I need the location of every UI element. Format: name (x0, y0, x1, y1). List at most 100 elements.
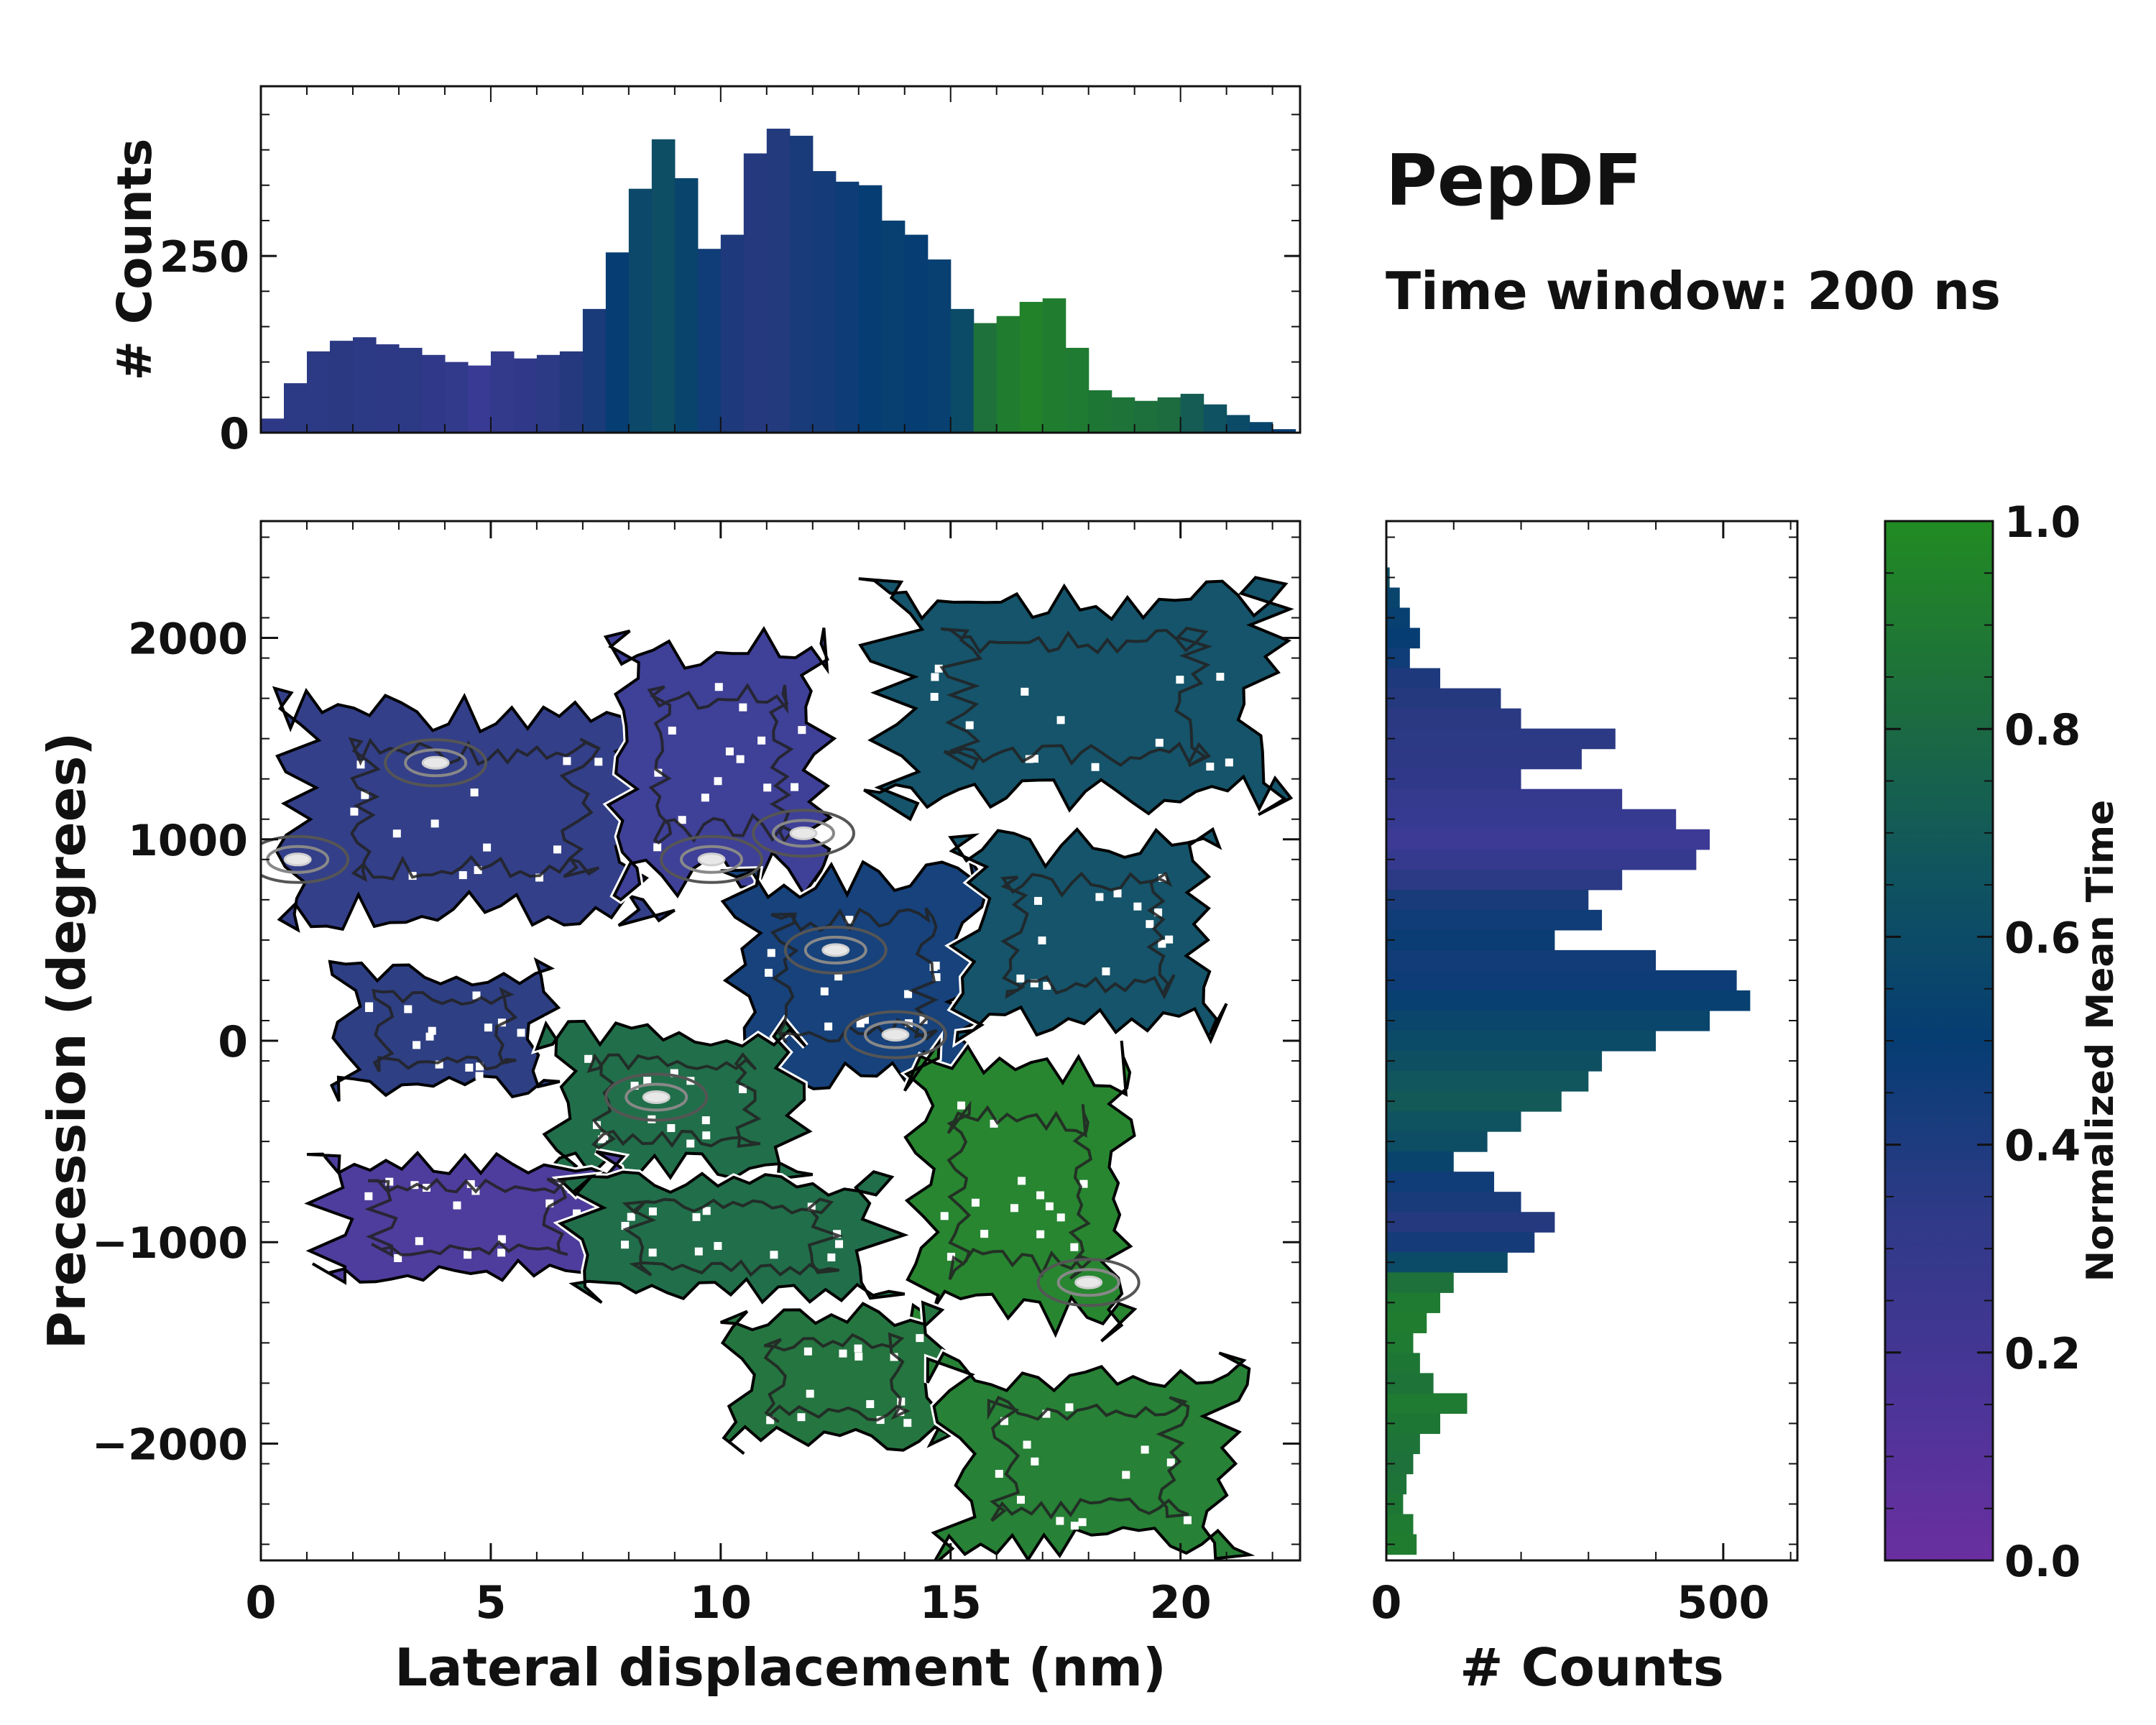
top-hist-bar (743, 153, 768, 433)
right-hist-bar (1386, 1272, 1454, 1293)
density-gap-pixel (630, 1082, 639, 1090)
density-gap-pixel (1141, 1445, 1149, 1454)
main-ytick-label: 1000 (128, 816, 248, 866)
density-contour (939, 626, 1213, 770)
colorbar-tick-label: 0.8 (2004, 705, 2081, 755)
right-hist-bar (1386, 949, 1657, 971)
density-gap-pixel (903, 1419, 912, 1427)
density-region (556, 1169, 909, 1305)
density-gap-pixel (472, 991, 481, 1000)
top-hist-bar (261, 418, 285, 433)
right-histogram-frame (1385, 520, 1799, 1562)
top-hist-bar (766, 129, 791, 433)
density-gap-pixel (971, 1198, 980, 1207)
main-xtick-label: 10 (690, 1576, 752, 1629)
density-gap-pixel (845, 916, 854, 924)
density-gap-pixel (1043, 982, 1051, 990)
density-gap-pixel (643, 1077, 652, 1085)
density-gap-pixel (464, 1251, 472, 1259)
colorbar-tick-label: 0.0 (2004, 1537, 2081, 1587)
density-gap-pixel (1000, 1417, 1008, 1425)
top-hist-bar (904, 234, 929, 433)
density-gap-pixel (1158, 939, 1166, 948)
density-gap-pixel (627, 1213, 635, 1221)
top-hist-bar (536, 354, 561, 433)
main-ytick-label: 0 (218, 1017, 248, 1067)
right-histogram: 0 500 # Counts (1370, 520, 1799, 1698)
density-contour (348, 737, 602, 883)
density-gap-pixel (725, 747, 734, 755)
top-hist-bar (927, 259, 952, 433)
colorbar-label: Normalized Mean Time (2079, 800, 2122, 1282)
right-hist-bar (1386, 788, 1623, 810)
density-gap-pixel (930, 692, 939, 701)
density-contour (987, 1395, 1190, 1522)
density-gap-pixel (1036, 1191, 1045, 1200)
right-hist-bar (1386, 1192, 1521, 1213)
top-hist-bar (1272, 429, 1296, 433)
top-hist-bar (1111, 397, 1135, 433)
right-hist-bar (1386, 1071, 1589, 1092)
density-gap-pixel (563, 757, 571, 765)
right-hist-bar (1386, 688, 1501, 709)
density-gap-pixel (904, 990, 913, 998)
main-plot-ticks: 0 5 10 15 20 −2000 −1000 0 1000 2000 (92, 521, 1300, 1629)
density-gap-pixel (856, 1019, 865, 1028)
peak-contour-outer (843, 1010, 947, 1059)
right-histogram-ticks: 0 500 (1370, 521, 1797, 1629)
density-gap-pixel (394, 1254, 402, 1262)
density-gap-pixel (668, 726, 676, 735)
density-gap-pixel (798, 726, 806, 735)
density-gap-pixel (1154, 908, 1163, 916)
density-gap-pixel (1102, 967, 1110, 975)
density-gap-pixel (545, 1199, 554, 1208)
density-gap-pixel (435, 1060, 443, 1069)
main-xtick-label: 0 (245, 1576, 276, 1629)
top-hist-bar (1157, 397, 1181, 433)
colorbar-bar (1884, 520, 1994, 1562)
density-gap-pixel (553, 845, 561, 854)
right-hist-bar (1386, 1413, 1441, 1435)
right-hist-bar (1386, 728, 1616, 750)
right-hist-bar (1386, 748, 1582, 770)
peak-contour-mid (625, 1082, 688, 1112)
density-gap-pixel (1216, 673, 1225, 681)
density-gap-pixel (1166, 1458, 1175, 1467)
right-histogram-xlabel: # Counts (1460, 1637, 1724, 1698)
right-hist-bar (1386, 1131, 1488, 1152)
top-ytick-label: 250 (160, 232, 249, 282)
density-gap-pixel (621, 1241, 630, 1249)
peak-contour-core (421, 755, 450, 770)
peak-contour-core (283, 852, 312, 867)
density-gap-pixel (965, 721, 974, 730)
right-hist-bar (1386, 1252, 1508, 1273)
right-xtick-label: 0 (1370, 1576, 1401, 1629)
density-gap-pixel (1091, 763, 1100, 771)
peak-contour-core (697, 852, 726, 867)
density-gap-pixel (453, 1201, 461, 1210)
density-contour (372, 987, 518, 1072)
density-region (328, 957, 561, 1102)
density-gap-pixel (621, 1222, 630, 1230)
density-gap-pixel (946, 1253, 955, 1261)
right-hist-bar (1386, 829, 1710, 850)
density-gap-pixel (497, 1248, 506, 1257)
density-gap-pixel (483, 843, 492, 852)
density-gap-pixel (702, 1131, 711, 1140)
density-gap-pixel (890, 1353, 898, 1361)
density-gap-pixel (1155, 738, 1164, 747)
top-hist-bar (306, 351, 331, 433)
density-gap-pixel (1021, 687, 1029, 696)
colorbar-tick-label: 0.4 (2004, 1121, 2081, 1172)
density-contour (364, 1177, 568, 1258)
density-gap-pixel (940, 1212, 949, 1220)
density-gap-pixel (476, 1062, 484, 1071)
density-contour (622, 1197, 844, 1277)
density-gap-pixel (995, 1470, 1003, 1478)
density-gap-pixel (1033, 896, 1042, 905)
density-gap-pixel (484, 1024, 492, 1032)
density-gap-pixel (766, 1416, 775, 1425)
density-gap-pixel (1031, 1457, 1039, 1466)
top-hist-bar (283, 383, 308, 433)
density-gap-pixel (827, 1253, 836, 1261)
